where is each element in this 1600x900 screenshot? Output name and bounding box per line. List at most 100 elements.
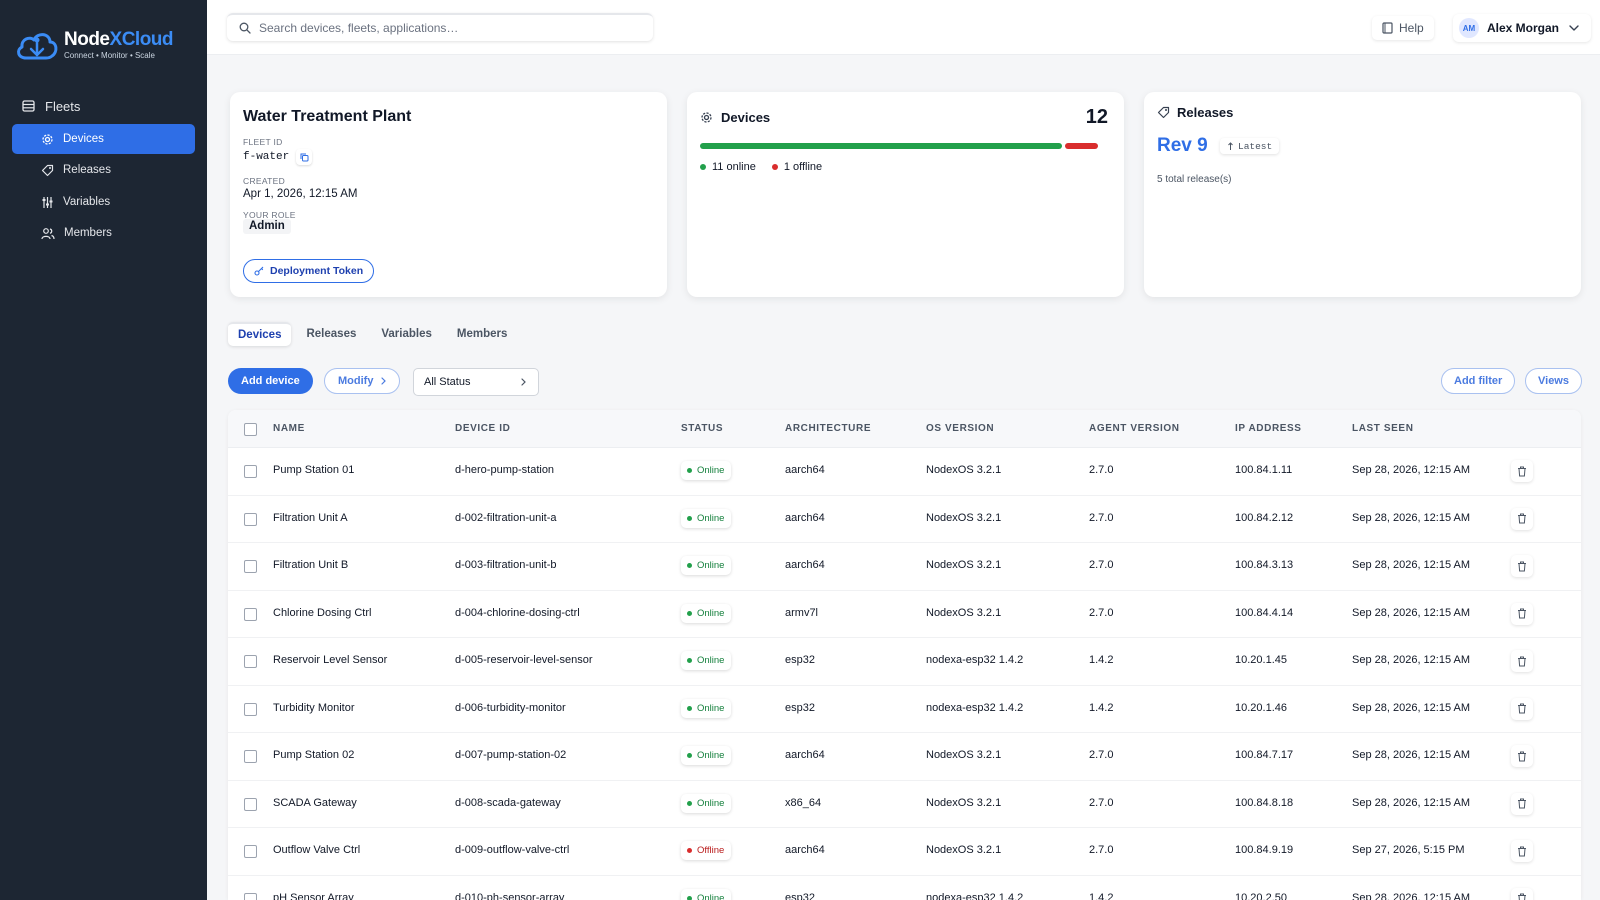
device-name[interactable]: Filtration Unit A [273,511,348,524]
row-checkbox[interactable] [244,607,257,621]
column-header-status[interactable]: STATUS [681,423,724,434]
device-ip-address: 10.20.2.50 [1235,891,1287,900]
device-architecture: esp32 [785,891,815,900]
table-row[interactable]: pH Sensor Array d-010-ph-sensor-array Onli… [228,876,1581,900]
table-row[interactable]: Reservoir Level Sensor d-005-reservoir-le… [228,638,1581,686]
trash-icon [1518,751,1526,761]
tab-devices[interactable]: Devices [228,322,292,346]
status-filter-select[interactable]: All Status [413,368,539,396]
device-name[interactable]: Turbidity Monitor [273,701,355,714]
delete-device-button[interactable] [1511,745,1533,767]
status-label: Online [697,512,725,524]
user-menu[interactable]: AM Alex Morgan [1453,14,1592,42]
search-input[interactable] [259,21,639,35]
device-name[interactable]: Pump Station 02 [273,749,355,761]
device-name[interactable]: Outflow Valve Ctrl [273,844,361,856]
current-release[interactable]: Rev 9 [1157,135,1208,156]
row-checkbox[interactable] [244,702,257,716]
status-badge: Online [681,556,732,575]
sidebar-item-members[interactable]: Members [12,218,195,248]
column-header-name[interactable]: NAME [273,423,305,434]
column-header-ip-address[interactable]: IP ADDRESS [1235,423,1302,434]
row-checkbox[interactable] [244,465,257,478]
table-row[interactable]: Pump Station 02 d-007-pump-station-02 Onli… [228,733,1581,781]
views-button[interactable]: Views [1525,368,1582,394]
row-checkbox[interactable] [244,750,257,763]
sidebar-item-fleets[interactable]: Fleets [22,96,80,116]
devices-count: 12 [1085,106,1108,128]
column-header-os-version[interactable]: OS VERSION [926,423,995,434]
sidebar-item-label: Devices [63,133,104,145]
delete-device-button[interactable] [1511,650,1533,672]
list-icon [22,100,35,112]
device-name[interactable]: Chlorine Dosing Ctrl [273,606,372,619]
trash-icon [1518,513,1526,524]
row-checkbox[interactable] [244,892,257,900]
tab-members[interactable]: Members [456,328,508,340]
tab-variables[interactable]: Variables [381,328,432,340]
delete-device-button[interactable] [1511,507,1533,530]
device-name[interactable]: Reservoir Level Sensor [273,654,388,666]
device-architecture: aarch64 [785,559,825,571]
device-name[interactable]: pH Sensor Array [273,891,354,900]
table-row[interactable]: Filtration Unit B d-003-filtration-unit-b… [228,543,1581,591]
search-box[interactable] [227,13,653,41]
device-os-version: NodexOS 3.2.1 [926,749,1002,761]
device-name[interactable]: Pump Station 01 [273,464,355,476]
fleet-title: Water Treatment Plant [243,108,412,125]
fleet-id-value: f-water [243,151,290,163]
status-label: Online [697,892,725,900]
add-device-button[interactable]: Add device [228,368,313,394]
device-architecture: aarch64 [785,464,825,476]
table-row[interactable]: Outflow Valve Ctrl d-009-outflow-valve-ct… [228,828,1581,876]
sidebar-item-variables[interactable]: Variables [12,187,195,217]
brand-tagline: Connect • Monitor • Scale [64,51,155,60]
column-header-last-seen[interactable]: LAST SEEN [1352,423,1414,434]
gear-icon [701,112,712,123]
status-badge: Online [681,508,732,528]
help-button[interactable]: Help [1372,16,1434,40]
delete-device-button[interactable] [1511,697,1533,720]
table-row[interactable]: SCADA Gateway d-008-scada-gateway Online x8… [228,781,1581,828]
latest-label: Latest [1238,140,1273,152]
device-status-legend: 11 online 1 offline [700,161,838,173]
table-row[interactable]: Chlorine Dosing Ctrl d-004-chlorine-dosin… [228,591,1581,638]
row-checkbox[interactable] [244,655,257,668]
row-checkbox[interactable] [244,560,257,573]
row-checkbox[interactable] [244,797,257,811]
sidebar-item-releases[interactable]: Releases [12,155,195,185]
status-badge: Offline [681,841,732,860]
device-name[interactable]: SCADA Gateway [273,796,357,809]
device-name[interactable]: Filtration Unit B [273,559,349,571]
device-architecture: aarch64 [785,749,825,761]
delete-device-button[interactable] [1511,602,1533,625]
delete-device-button[interactable] [1511,840,1533,862]
copy-fleet-id-button[interactable] [296,149,312,165]
column-header-device-id[interactable]: DEVICE ID [455,423,511,434]
brand-logo[interactable]: NodeXCloud Connect • Monitor • Scale [14,28,174,62]
users-icon [41,227,55,239]
deployment-token-button[interactable]: Deployment Token [243,259,375,283]
table-row[interactable]: Pump Station 01 d-hero-pump-station Online… [228,448,1581,496]
delete-device-button[interactable] [1511,887,1533,900]
sidebar-item-devices[interactable]: Devices [12,124,195,154]
status-dot-icon [687,848,692,853]
delete-device-button[interactable] [1511,792,1533,815]
delete-device-button[interactable] [1511,555,1533,577]
add-filter-button[interactable]: Add filter [1441,368,1516,394]
table-row[interactable]: Filtration Unit A d-002-filtration-unit-a… [228,496,1581,543]
status-badge: Online [681,603,732,623]
trash-icon [1518,466,1526,476]
select-all-checkbox[interactable] [244,423,257,436]
table-row[interactable]: Turbidity Monitor d-006-turbidity-monitor… [228,686,1581,733]
device-id: d-009-outflow-valve-ctrl [455,844,570,856]
column-header-agent-version[interactable]: AGENT VERSION [1089,423,1180,434]
row-checkbox[interactable] [244,845,257,858]
role-badge: Admin [243,219,291,234]
column-header-architecture[interactable]: ARCHITECTURE [785,423,872,434]
status-badge: Online [681,698,732,718]
modify-button[interactable]: Modify [324,368,401,394]
tab-releases[interactable]: Releases [306,328,357,340]
row-checkbox[interactable] [244,512,257,526]
delete-device-button[interactable] [1511,460,1533,482]
